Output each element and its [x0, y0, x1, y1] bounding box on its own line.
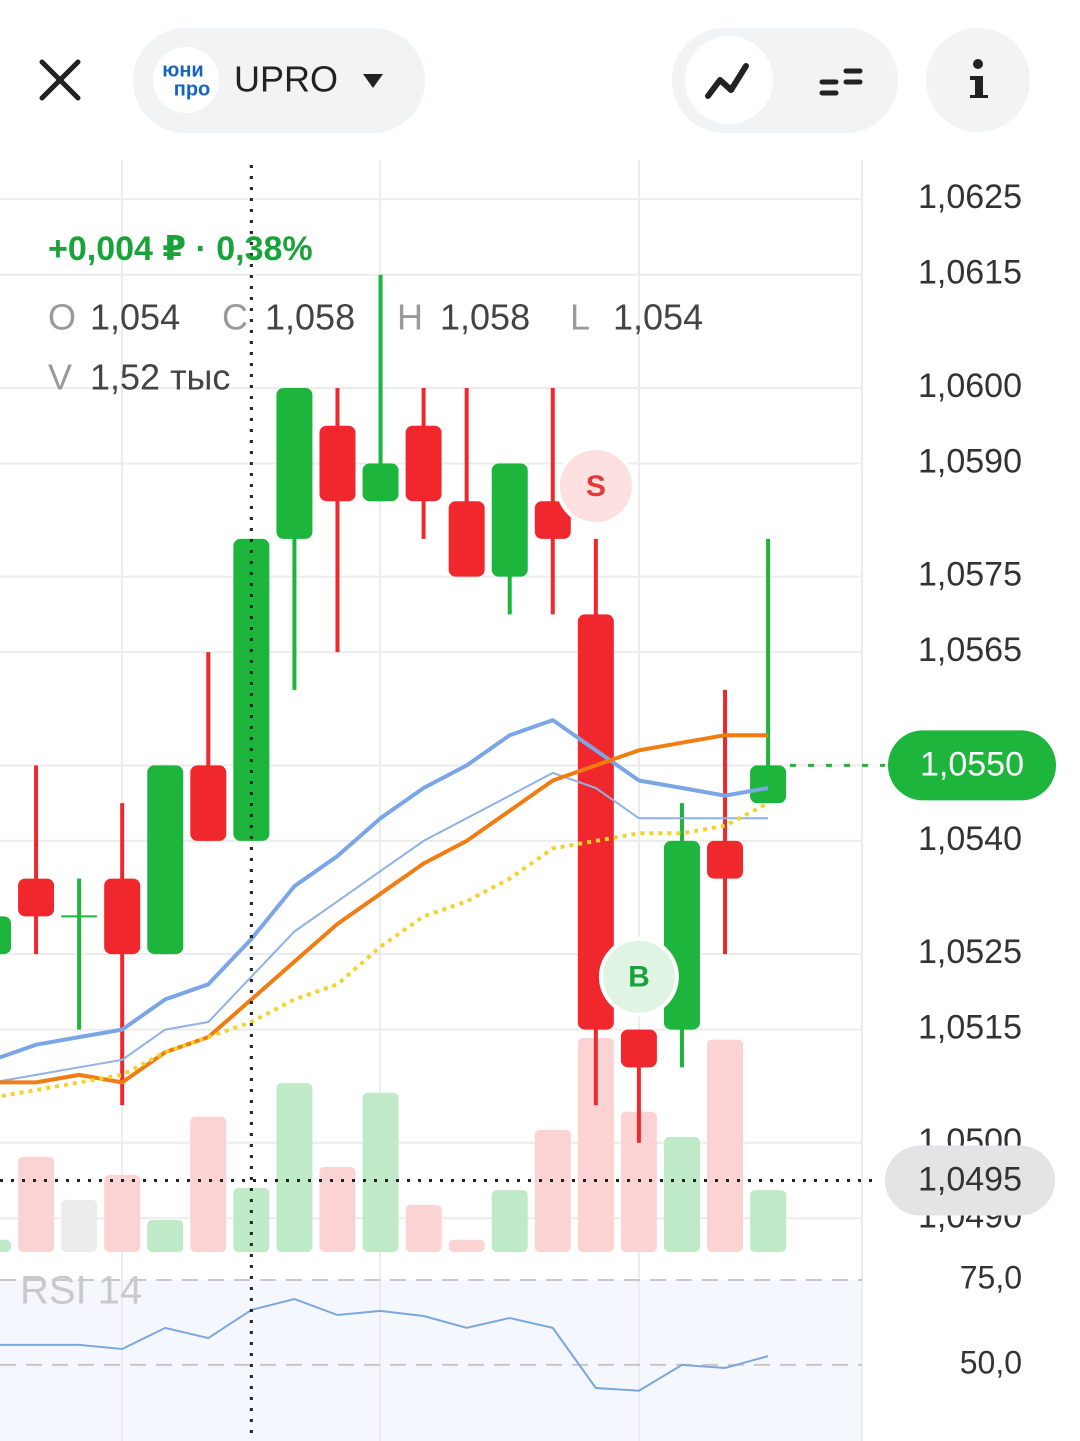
- signal-label: S: [586, 470, 606, 503]
- candle-body: [707, 840, 744, 879]
- y-tick-label: 1,0565: [918, 631, 1022, 669]
- candle-body: [750, 765, 787, 804]
- volume-bar: [233, 1187, 270, 1252]
- y-tick-label: 1,0600: [918, 367, 1022, 405]
- legend-key: H: [397, 297, 423, 338]
- y-tick-label: 1,0615: [918, 254, 1022, 292]
- legend-key: C: [222, 297, 248, 338]
- candle-body: [276, 387, 313, 539]
- candle-body: [448, 501, 485, 577]
- info-button[interactable]: [926, 28, 1030, 132]
- legend-key: O: [48, 297, 76, 338]
- y-tick-label: 1,0590: [918, 442, 1022, 480]
- candle-body: [362, 463, 399, 502]
- volume-bar: [405, 1204, 442, 1252]
- volume-bar: [104, 1174, 141, 1252]
- candle-body: [319, 425, 356, 502]
- last-price: 1,0550: [920, 745, 1024, 783]
- candle-body: [190, 765, 227, 841]
- volume-bar: [663, 1136, 700, 1252]
- volume-bar: [276, 1083, 313, 1252]
- legend-value: 1,058: [265, 297, 355, 338]
- volume-bar: [362, 1092, 399, 1252]
- signal-marker: [598, 936, 679, 1017]
- volume-bar: [61, 1199, 98, 1252]
- last-price-badge: [888, 730, 1056, 801]
- candle-body: [577, 614, 614, 1030]
- logo-text: про: [174, 78, 211, 100]
- y-tick-label: 1,0625: [918, 178, 1022, 216]
- rsi-title: RSI 14: [20, 1269, 142, 1313]
- candle-body: [534, 501, 571, 539]
- candle-body: [104, 878, 141, 955]
- candle-body: [0, 916, 11, 955]
- legend-value: 1,058: [440, 297, 530, 338]
- volume-bar: [491, 1190, 528, 1252]
- volume-bar: [18, 1156, 55, 1252]
- logo-text: юни: [162, 59, 203, 81]
- candle-body: [233, 538, 270, 841]
- moving-average: [0, 771, 769, 1083]
- candle-body: [147, 765, 184, 955]
- moving-average: [0, 733, 769, 1085]
- volume-bar: [319, 1166, 356, 1252]
- chart-mode-toggle[interactable]: [672, 28, 898, 133]
- volume-bar: [0, 1239, 11, 1252]
- y-tick-label: 1,0540: [918, 820, 1022, 858]
- volume-bar: [534, 1129, 571, 1252]
- rsi-panel: [0, 1280, 862, 1441]
- signal-label: B: [628, 961, 650, 994]
- change-label: +0,004 ₽ · 0,38%: [48, 230, 313, 268]
- volume-bar: [750, 1190, 787, 1252]
- ticker-selector[interactable]: юни про UPRO: [133, 28, 425, 133]
- close-button[interactable]: [39, 59, 81, 101]
- crosshair-price: 1,0495: [918, 1161, 1022, 1199]
- rsi-line: [0, 1297, 769, 1392]
- volume-bar: [190, 1116, 227, 1252]
- candle-body: [491, 463, 528, 577]
- candle-body: [61, 915, 98, 918]
- y-tick-label: 1,0525: [918, 933, 1022, 971]
- legend-key: L: [570, 297, 590, 338]
- legend-value: 1,52 тыс: [90, 357, 230, 398]
- rsi-tick-label: 75,0: [960, 1259, 1022, 1295]
- volume-bar: [147, 1219, 184, 1252]
- candle-body: [18, 878, 55, 917]
- ticker: UPRO: [234, 59, 338, 100]
- rsi-tick-label: 50,0: [960, 1344, 1022, 1380]
- y-tick-label: 1,0515: [918, 1009, 1022, 1047]
- candle-body: [620, 1029, 657, 1068]
- legend-value: 1,054: [90, 297, 180, 338]
- y-tick-label: 1,0575: [918, 556, 1022, 594]
- volume-bar: [448, 1239, 485, 1252]
- volume-bar: [577, 1038, 614, 1252]
- volume-bar: [707, 1039, 744, 1252]
- crosshair-badge: [885, 1145, 1055, 1216]
- legend-value: 1,054: [613, 297, 703, 338]
- signal-marker: [555, 446, 636, 527]
- legend-key: V: [48, 357, 72, 398]
- candle-body: [405, 425, 442, 502]
- moving-average: [0, 718, 769, 1060]
